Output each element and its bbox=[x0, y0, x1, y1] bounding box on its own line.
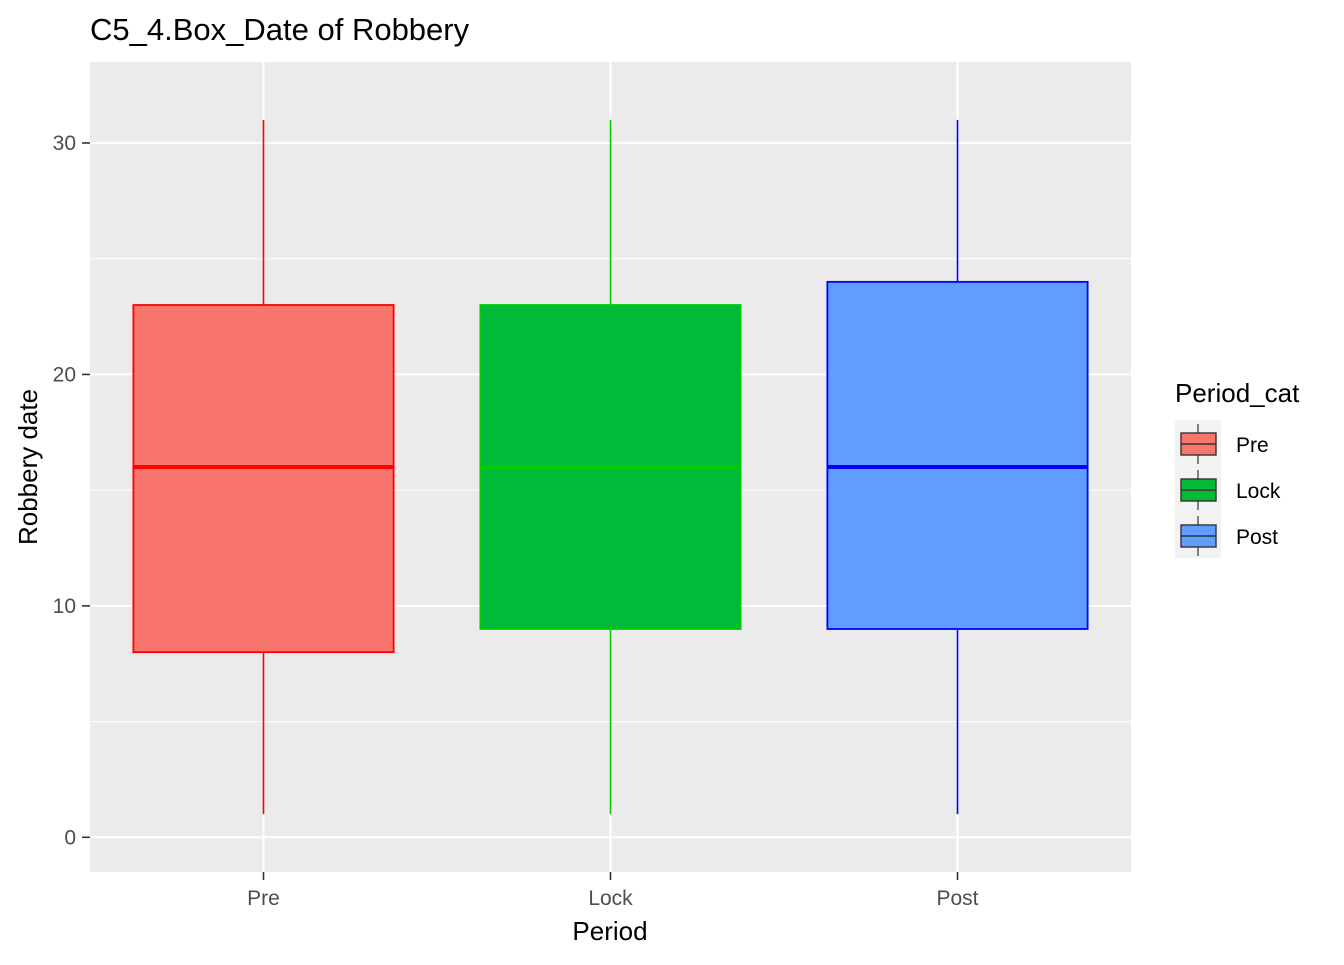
x-tick-label: Post bbox=[936, 887, 978, 910]
box-layer bbox=[132, 119, 1089, 815]
legend-item-pre: Pre bbox=[1180, 424, 1269, 464]
box-post bbox=[826, 119, 1089, 815]
legend-label: Post bbox=[1236, 526, 1278, 549]
legend-item-lock: Lock bbox=[1180, 470, 1281, 510]
y-tick-label: 0 bbox=[64, 826, 76, 849]
x-tick-label: Lock bbox=[588, 887, 633, 910]
legend-item-post: Post bbox=[1180, 516, 1278, 556]
y-tick-label: 10 bbox=[53, 595, 76, 618]
y-axis-title: Robbery date bbox=[13, 389, 43, 545]
box-pre bbox=[132, 119, 395, 815]
box-iqr bbox=[132, 304, 395, 654]
legend-label: Pre bbox=[1236, 434, 1269, 457]
x-axis: Pre Lock Post bbox=[247, 872, 979, 910]
box-iqr bbox=[826, 280, 1089, 630]
chart-title: C5_4.Box_Date of Robbery bbox=[90, 12, 470, 47]
x-axis-title: Period bbox=[572, 916, 647, 946]
y-tick-label: 30 bbox=[53, 132, 76, 155]
legend-label: Lock bbox=[1236, 480, 1281, 503]
box-lock bbox=[479, 119, 742, 815]
legend: Period_cat Pre Lock Post bbox=[1175, 378, 1300, 558]
y-tick-label: 20 bbox=[53, 363, 76, 386]
y-axis: 0 10 20 30 bbox=[53, 132, 90, 849]
legend-items: Pre Lock Post bbox=[1180, 424, 1281, 556]
x-tick-label: Pre bbox=[247, 887, 280, 910]
legend-title: Period_cat bbox=[1175, 378, 1300, 408]
